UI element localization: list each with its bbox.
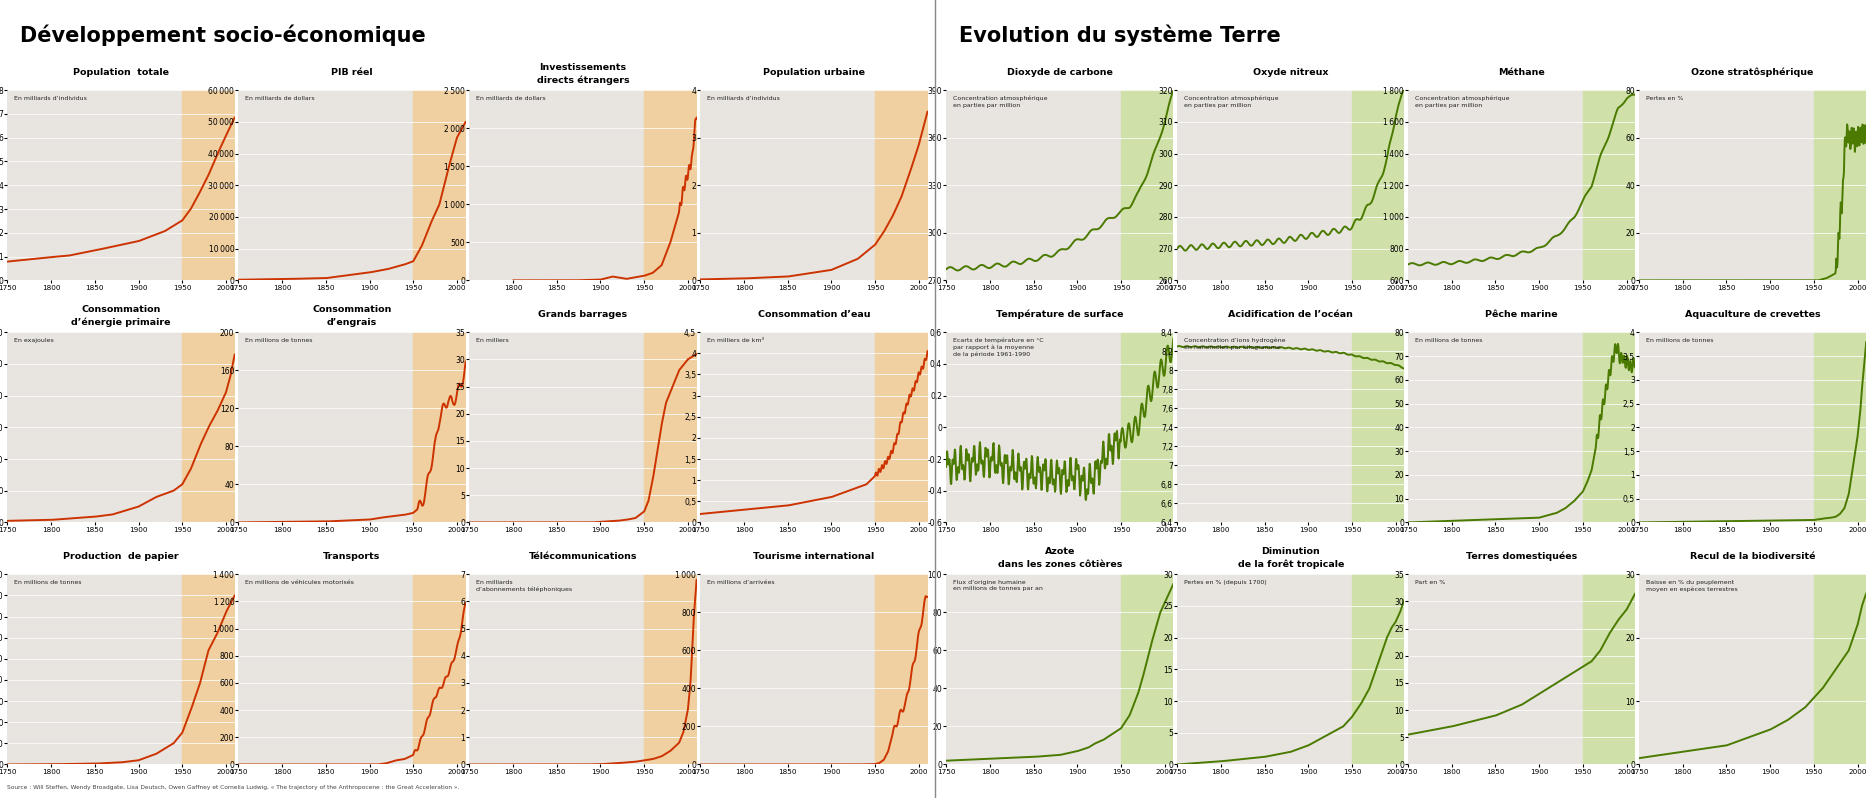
Text: Ozone stratôsphérique: Ozone stratôsphérique bbox=[1692, 67, 1814, 77]
Text: Dioxyde de carbone: Dioxyde de carbone bbox=[1006, 68, 1113, 77]
Text: Flux d’origine humaine
en millions de tonnes par an: Flux d’origine humaine en millions de to… bbox=[954, 580, 1043, 591]
Text: Baisse en % du peuplement
moyen en espèces terrestres: Baisse en % du peuplement moyen en espèc… bbox=[1646, 580, 1737, 592]
Bar bbox=[413, 575, 466, 764]
Text: Transports: Transports bbox=[324, 551, 381, 561]
Text: d’énergie primaire: d’énergie primaire bbox=[71, 317, 170, 326]
Text: En millions de tonnes: En millions de tonnes bbox=[1646, 338, 1713, 343]
Bar bbox=[643, 332, 698, 523]
Bar bbox=[875, 332, 928, 523]
Text: Consommation d’eau: Consommation d’eau bbox=[757, 310, 870, 318]
Text: Population urbaine: Population urbaine bbox=[763, 68, 866, 77]
Bar bbox=[1120, 575, 1174, 764]
Text: Concentration d’ions hydrogène
en nanomoles par kilogramme: Concentration d’ions hydrogène en nanomo… bbox=[1184, 338, 1285, 350]
Text: Terres domestiquées: Terres domestiquées bbox=[1466, 551, 1576, 561]
Text: Production  de papier: Production de papier bbox=[64, 551, 180, 561]
Text: d’engrais: d’engrais bbox=[327, 318, 378, 326]
Text: Tourisme international: Tourisme international bbox=[754, 551, 875, 561]
Text: En millions d’arrivées: En millions d’arrivées bbox=[707, 580, 774, 585]
Text: Acidification de l’océan: Acidification de l’océan bbox=[1229, 310, 1354, 318]
Text: En milliards d’individus: En milliards d’individus bbox=[707, 96, 780, 101]
Bar bbox=[1120, 90, 1174, 280]
Text: En millions de tonnes: En millions de tonnes bbox=[245, 338, 312, 343]
Text: En milliards de dollars: En milliards de dollars bbox=[245, 96, 314, 101]
Text: Température de surface: Température de surface bbox=[997, 309, 1124, 318]
Text: En millions de tonnes: En millions de tonnes bbox=[15, 580, 82, 585]
Text: Aquaculture de crevettes: Aquaculture de crevettes bbox=[1685, 310, 1821, 318]
Text: Télécommunications: Télécommunications bbox=[529, 551, 638, 561]
Text: de la forêt tropicale: de la forêt tropicale bbox=[1238, 559, 1345, 569]
Bar bbox=[181, 90, 236, 280]
Bar bbox=[1352, 332, 1404, 523]
Text: Part en %: Part en % bbox=[1416, 580, 1446, 585]
Text: Consommation: Consommation bbox=[82, 305, 161, 314]
Text: Consommation: Consommation bbox=[312, 305, 391, 314]
Bar bbox=[1120, 332, 1174, 523]
Bar bbox=[643, 90, 698, 280]
Text: Pertes en %: Pertes en % bbox=[1646, 96, 1683, 101]
Text: Concentration atmosphérique
en parties par million: Concentration atmosphérique en parties p… bbox=[1416, 96, 1509, 108]
Text: En milliers de km³: En milliers de km³ bbox=[707, 338, 765, 343]
Bar bbox=[1814, 332, 1866, 523]
Bar bbox=[1582, 332, 1634, 523]
Text: PIB réel: PIB réel bbox=[331, 68, 372, 77]
Bar bbox=[1814, 575, 1866, 764]
Bar bbox=[413, 90, 466, 280]
Text: Azote: Azote bbox=[1045, 547, 1075, 556]
Text: En milliards d’individus: En milliards d’individus bbox=[15, 96, 88, 101]
Text: Evolution du système Terre: Evolution du système Terre bbox=[959, 24, 1281, 45]
Bar bbox=[1352, 575, 1404, 764]
Text: En exajoules: En exajoules bbox=[15, 338, 54, 343]
Text: Grands barrages: Grands barrages bbox=[539, 310, 628, 318]
Bar bbox=[181, 332, 236, 523]
Text: Développement socio-économique: Développement socio-économique bbox=[21, 24, 426, 45]
Text: Recul de la biodiversité: Recul de la biodiversité bbox=[1690, 551, 1816, 561]
Text: En millions de véhicules motorisés: En millions de véhicules motorisés bbox=[245, 580, 353, 585]
Text: Source : Will Steffen, Wendy Broadgate, Lisa Deutsch, Owen Gaffney et Cornelia L: Source : Will Steffen, Wendy Broadgate, … bbox=[7, 785, 460, 790]
Text: En millions de tonnes: En millions de tonnes bbox=[1416, 338, 1483, 343]
Text: Pertes en % (depuis 1700): Pertes en % (depuis 1700) bbox=[1184, 580, 1266, 585]
Bar bbox=[1352, 90, 1404, 280]
Text: dans les zones côtières: dans les zones côtières bbox=[997, 559, 1122, 569]
Bar bbox=[875, 575, 928, 764]
Text: Méthane: Méthane bbox=[1498, 68, 1545, 77]
Text: Concentration atmosphérique
en parties par million: Concentration atmosphérique en parties p… bbox=[954, 96, 1047, 108]
Text: Ecarts de température en °C
par rapport à la moyenne
de la période 1961-1990: Ecarts de température en °C par rapport … bbox=[954, 338, 1043, 358]
Text: directs étrangers: directs étrangers bbox=[537, 75, 630, 85]
Bar bbox=[1582, 575, 1634, 764]
Text: Oxyde nitreux: Oxyde nitreux bbox=[1253, 68, 1328, 77]
Text: En milliards
d’abonnements téléphoniques: En milliards d’abonnements téléphoniques bbox=[477, 580, 572, 592]
Text: Investissements: Investissements bbox=[539, 63, 626, 72]
Bar bbox=[875, 90, 928, 280]
Bar bbox=[643, 575, 698, 764]
Bar bbox=[413, 332, 466, 523]
Bar bbox=[1582, 90, 1634, 280]
Text: Population  totale: Population totale bbox=[73, 68, 168, 77]
Text: Diminution: Diminution bbox=[1262, 547, 1320, 556]
Bar bbox=[1814, 90, 1866, 280]
Text: En milliards de dollars: En milliards de dollars bbox=[477, 96, 546, 101]
Text: Concentration atmosphérique
en parties par million: Concentration atmosphérique en parties p… bbox=[1184, 96, 1279, 108]
Text: En milliers: En milliers bbox=[477, 338, 509, 343]
Text: Pêche marine: Pêche marine bbox=[1485, 310, 1558, 318]
Bar bbox=[181, 575, 236, 764]
